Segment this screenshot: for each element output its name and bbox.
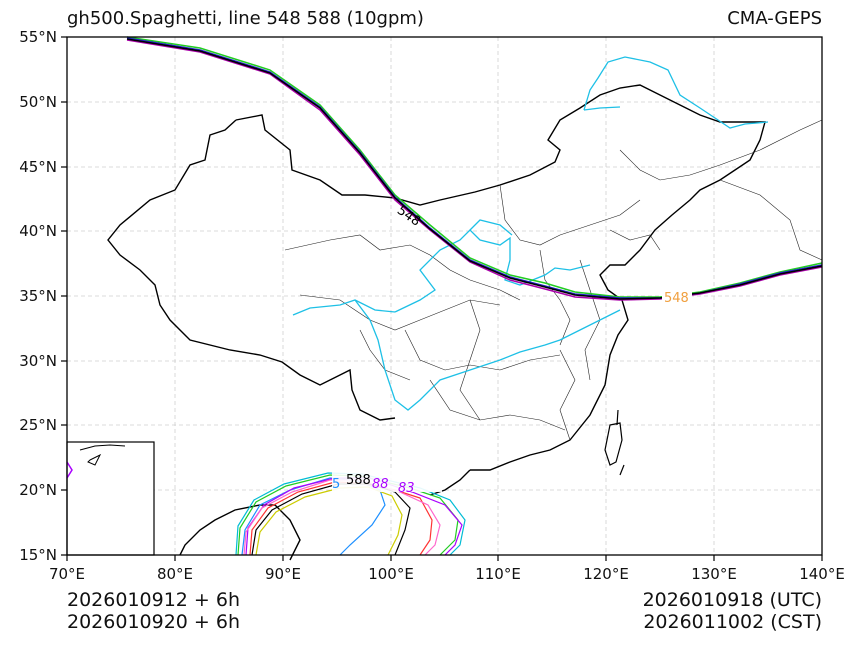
contour-label-548-east: 548 <box>664 291 689 306</box>
valid-time-block: 2026010918 (UTC) 2026011002 (CST) <box>643 589 822 633</box>
y-tick-40: 40°N <box>19 222 57 240</box>
contour-label-588-main: 588 <box>346 473 371 488</box>
valid-time-utc: 2026010918 (UTC) <box>642 589 822 611</box>
x-tick-100: 100°E <box>368 565 414 583</box>
chart-title: gh500.Spaghetti, line 548 588 (10gpm) <box>67 8 424 29</box>
init-time-local: 2026010920 + 6h <box>67 611 241 633</box>
rivers <box>292 56 769 411</box>
init-time-utc: 2026010912 + 6h <box>67 589 241 611</box>
y-tick-45: 45°N <box>19 158 57 176</box>
inset-map-south-china-sea <box>66 441 155 556</box>
contour-label-548-west: 548 <box>394 203 423 230</box>
y-axis-labels: 55°N 50°N 45°N 40°N 35°N 30°N 25°N 20°N … <box>19 28 57 564</box>
x-tick-70: 70°E <box>49 565 85 583</box>
init-time-block: 2026010912 + 6h 2026010920 + 6h <box>67 589 240 633</box>
y-tick-15: 15°N <box>19 546 57 564</box>
contour-label-588-b: 88 <box>372 477 389 492</box>
province-boundaries <box>284 119 823 441</box>
x-tick-140: 140°E <box>799 565 845 583</box>
coastline-islands <box>604 409 625 476</box>
x-tick-110: 110°E <box>475 565 521 583</box>
contour-label-588-c: 83 <box>398 481 415 496</box>
model-source-label: CMA-GEPS <box>727 8 822 29</box>
x-tick-130: 130°E <box>691 565 737 583</box>
valid-time-cst: 2026011002 (CST) <box>643 611 822 633</box>
x-axis-labels: 70°E 80°E 90°E 100°E 110°E 120°E 130°E 1… <box>49 565 845 583</box>
contour-label-588-a: 5 <box>332 477 340 492</box>
axis-ticks <box>61 36 823 561</box>
y-tick-55: 55°N <box>19 28 57 46</box>
country-boundary <box>107 84 766 561</box>
contour-548-bundle <box>126 36 823 301</box>
x-tick-120: 120°E <box>583 565 629 583</box>
y-tick-35: 35°N <box>19 287 57 305</box>
x-tick-90: 90°E <box>265 565 301 583</box>
y-tick-20: 20°N <box>19 481 57 499</box>
x-tick-80: 80°E <box>157 565 193 583</box>
y-tick-25: 25°N <box>19 416 57 434</box>
gridlines <box>67 37 822 555</box>
y-tick-30: 30°N <box>19 352 57 370</box>
y-tick-50: 50°N <box>19 93 57 111</box>
